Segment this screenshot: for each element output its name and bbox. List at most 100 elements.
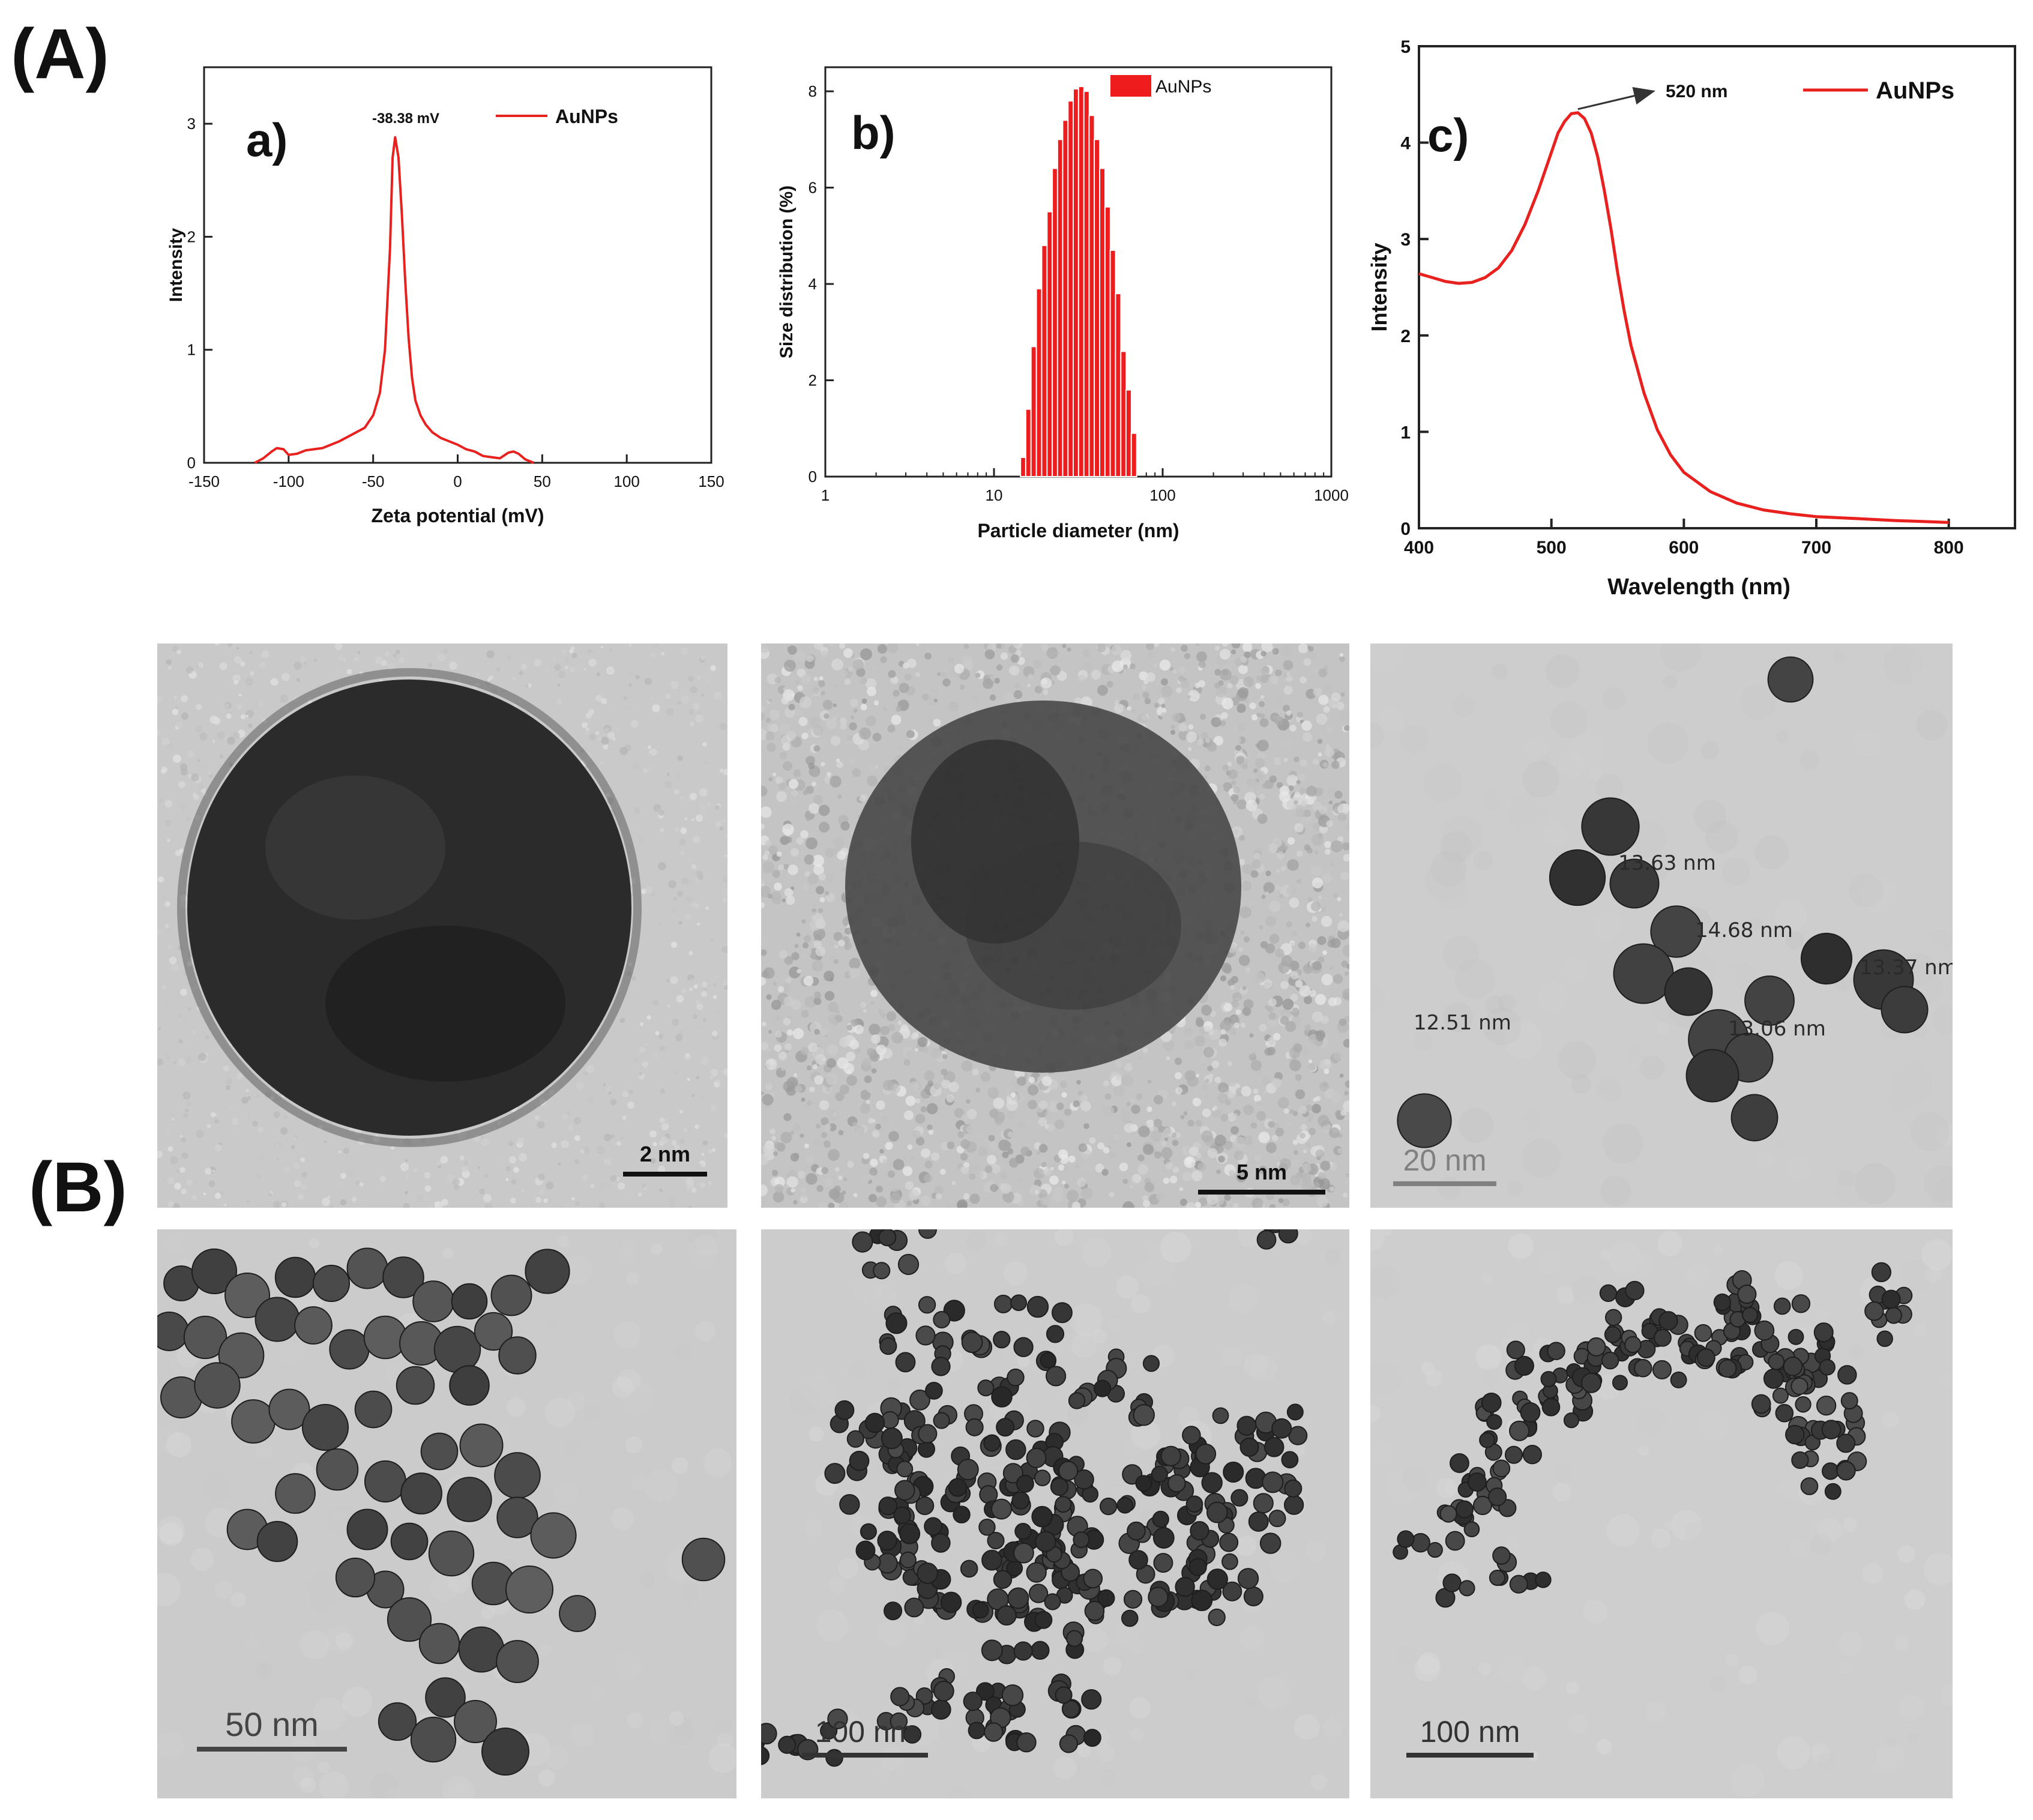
grain (181, 1018, 187, 1024)
grain (1155, 1192, 1165, 1201)
grain (1324, 1247, 1342, 1265)
grain (162, 999, 170, 1007)
grain (440, 1156, 448, 1164)
grain (178, 781, 185, 788)
legend-label: AuNPs (1876, 77, 1954, 104)
grain (1302, 1163, 1312, 1173)
grain (675, 827, 679, 832)
grain (276, 1157, 280, 1161)
grain (695, 814, 703, 822)
grain (1115, 1061, 1122, 1068)
nanoparticle (1153, 1553, 1173, 1573)
grain (809, 1426, 824, 1442)
grain (1304, 1024, 1312, 1031)
grain (1242, 1007, 1251, 1016)
bar-aunps (1035, 288, 1043, 477)
grain (1754, 835, 1789, 870)
grain (860, 1103, 870, 1114)
grain (1265, 870, 1271, 876)
scale-bar (623, 1172, 707, 1177)
grain (1253, 1094, 1262, 1103)
grain (181, 712, 189, 720)
grain (1295, 808, 1305, 818)
grain (1308, 1063, 1316, 1071)
grain (872, 1283, 897, 1309)
grain (609, 1492, 622, 1505)
grain (1558, 1041, 1596, 1079)
nanoparticle (1263, 1437, 1285, 1457)
grain (300, 1630, 330, 1660)
grain (849, 968, 860, 978)
x-tick-label: 400 (1404, 538, 1434, 558)
grain (603, 1133, 612, 1142)
grain (622, 1091, 629, 1098)
grain (557, 683, 561, 687)
grain (1242, 643, 1253, 652)
grain (778, 782, 786, 791)
grain (214, 643, 219, 646)
grain (604, 727, 610, 733)
grain (761, 949, 767, 956)
grain (596, 672, 601, 676)
grain (1256, 770, 1265, 780)
grain (1261, 894, 1266, 899)
grain (886, 1011, 897, 1022)
grain (1317, 936, 1327, 945)
grain (1026, 683, 1031, 688)
grain (712, 995, 717, 999)
grain (975, 1088, 980, 1092)
grain (1142, 1195, 1148, 1201)
grain (1325, 744, 1330, 749)
legend-swatch (1110, 75, 1151, 97)
grain (1337, 803, 1349, 815)
grain (1044, 1112, 1049, 1116)
nanoparticle (883, 1602, 903, 1621)
grain (1018, 1199, 1025, 1207)
grain (1306, 1104, 1313, 1111)
grain (223, 1065, 230, 1072)
grain (904, 673, 912, 681)
grain (660, 1088, 666, 1094)
nanoparticle (275, 1473, 316, 1514)
x-tick-label: 100 (1149, 486, 1175, 504)
grain (627, 1712, 643, 1729)
grain (903, 1059, 911, 1066)
nanoparticle (864, 1412, 885, 1433)
nanoparticle (481, 1727, 530, 1776)
grain (618, 1118, 622, 1122)
nanoparticle (993, 1570, 1013, 1589)
scale-bar-label: 50 nm (225, 1705, 319, 1743)
grain (1191, 1170, 1203, 1182)
grain (771, 1169, 779, 1177)
grain (535, 1196, 542, 1204)
nanoparticle (915, 1687, 933, 1705)
grain (961, 1060, 973, 1072)
grain (380, 1176, 386, 1182)
grain (628, 683, 632, 687)
grain (993, 1097, 1005, 1109)
grain (761, 977, 767, 986)
grain (1313, 759, 1319, 765)
grain (1137, 1056, 1142, 1061)
tem-image-2nm: 2 nm (157, 643, 727, 1208)
grain (1693, 800, 1727, 833)
grain (1700, 741, 1720, 760)
grain (849, 698, 859, 708)
grain (1254, 954, 1263, 963)
grain (164, 928, 172, 935)
grain (1258, 701, 1265, 708)
grain (1028, 1076, 1035, 1083)
y-tick-label: 0 (1400, 519, 1411, 539)
grain (870, 1159, 878, 1167)
grain (763, 1143, 775, 1155)
grain (1187, 1075, 1199, 1087)
grain (1214, 1076, 1221, 1083)
grain (676, 995, 684, 1003)
grain (170, 963, 179, 972)
grain (960, 1139, 970, 1149)
grain (710, 1068, 718, 1077)
grain (825, 848, 834, 858)
grain (1137, 1154, 1145, 1162)
grain (1229, 675, 1239, 685)
grain (539, 1644, 552, 1657)
